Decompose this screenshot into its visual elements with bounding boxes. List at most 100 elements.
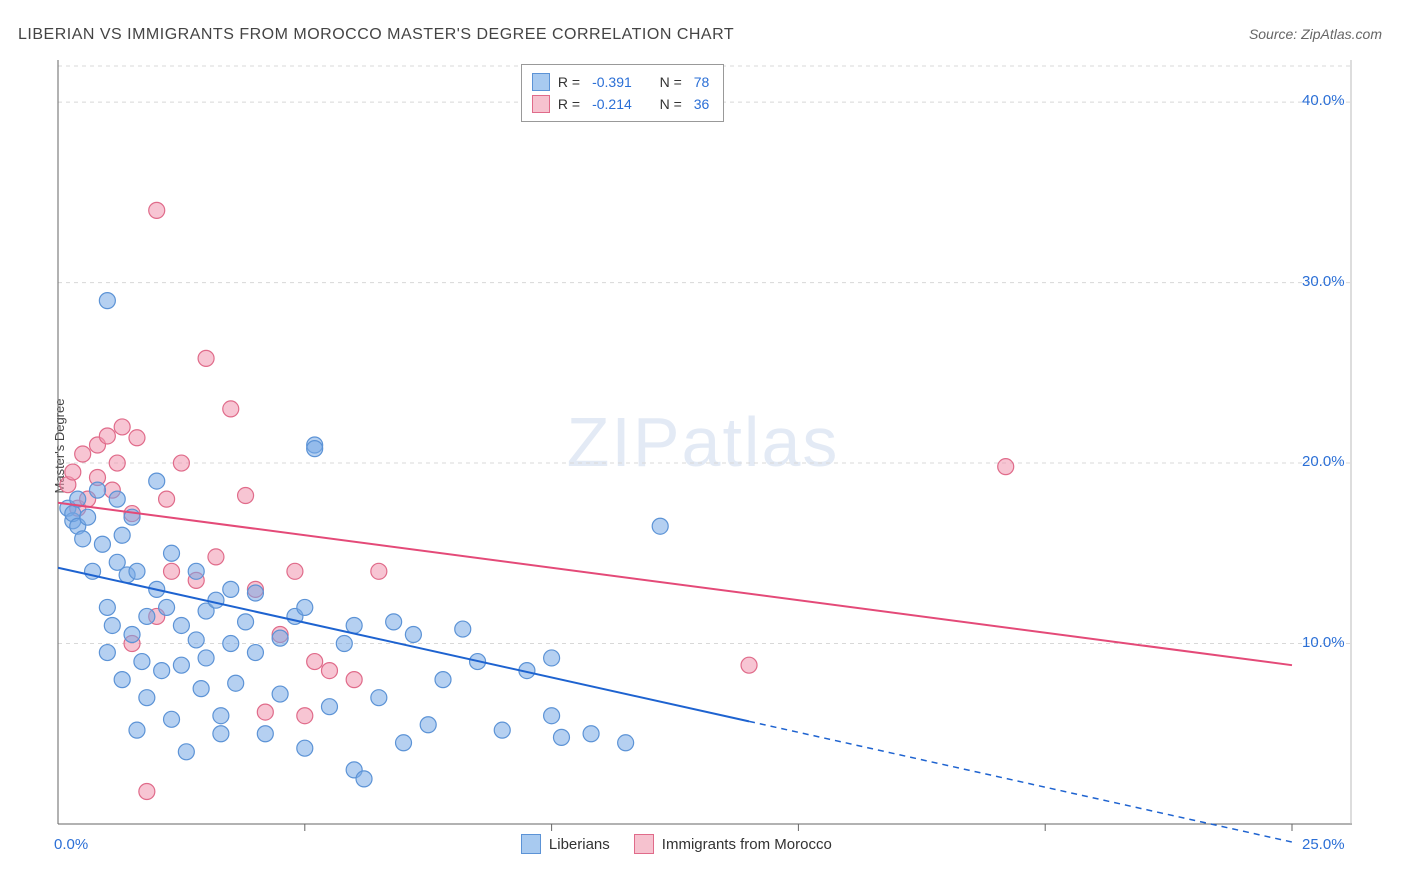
liberians-point [188, 563, 204, 579]
liberians-point [139, 608, 155, 624]
liberians-point [297, 740, 313, 756]
morocco-point [149, 202, 165, 218]
legend-series-label: Immigrants from Morocco [662, 836, 832, 853]
liberians-regression-solid [58, 568, 749, 722]
liberians-point [139, 690, 155, 706]
morocco-point [164, 563, 180, 579]
morocco-point [198, 350, 214, 366]
liberians-point [99, 645, 115, 661]
legend-swatch [532, 73, 550, 91]
morocco-point [297, 708, 313, 724]
liberians-point [386, 614, 402, 630]
liberians-point [272, 630, 288, 646]
liberians-point [247, 585, 263, 601]
liberians-point [307, 441, 323, 457]
liberians-point [336, 636, 352, 652]
y-tick-label: 10.0% [1302, 634, 1345, 651]
morocco-point [139, 784, 155, 800]
liberians-point [272, 686, 288, 702]
liberians-point [114, 672, 130, 688]
x-origin-label: 0.0% [54, 836, 88, 853]
liberians-point [178, 744, 194, 760]
liberians-point [420, 717, 436, 733]
liberians-point [99, 599, 115, 615]
legend-swatch [634, 834, 654, 854]
legend-series-label: Liberians [549, 836, 610, 853]
liberians-point [228, 675, 244, 691]
liberians-point [89, 482, 105, 498]
liberians-point [618, 735, 634, 751]
liberians-point [164, 545, 180, 561]
y-tick-label: 30.0% [1302, 273, 1345, 290]
morocco-point [346, 672, 362, 688]
liberians-point [173, 657, 189, 673]
legend-correlation-row: R =-0.391 N =78 [532, 71, 713, 93]
morocco-point [75, 446, 91, 462]
legend-correlation-row: R =-0.214 N =36 [532, 93, 713, 115]
liberians-point [134, 654, 150, 670]
liberians-point [321, 699, 337, 715]
liberians-point [173, 617, 189, 633]
morocco-point [287, 563, 303, 579]
legend-swatch [532, 95, 550, 113]
morocco-point [998, 459, 1014, 475]
morocco-point [223, 401, 239, 417]
morocco-point [129, 430, 145, 446]
morocco-point [371, 563, 387, 579]
legend-swatch [521, 834, 541, 854]
x-end-label: 25.0% [1302, 836, 1345, 853]
morocco-point [114, 419, 130, 435]
morocco-point [321, 663, 337, 679]
morocco-point [741, 657, 757, 673]
liberians-point [109, 491, 125, 507]
liberians-point [154, 663, 170, 679]
liberians-point [583, 726, 599, 742]
liberians-point [238, 614, 254, 630]
morocco-point [307, 654, 323, 670]
liberians-point [164, 711, 180, 727]
liberians-point [553, 729, 569, 745]
morocco-regression [58, 503, 1292, 665]
morocco-point [238, 488, 254, 504]
series-legend: Liberians Immigrants from Morocco [521, 834, 832, 854]
liberians-point [104, 617, 120, 633]
liberians-point [124, 627, 140, 643]
liberians-point [159, 599, 175, 615]
liberians-point [213, 708, 229, 724]
morocco-point [208, 549, 224, 565]
liberians-point [213, 726, 229, 742]
liberians-point [297, 599, 313, 615]
chart-title: LIBERIAN VS IMMIGRANTS FROM MOROCCO MAST… [18, 26, 734, 44]
legend-series-item: Immigrants from Morocco [634, 834, 832, 854]
morocco-point [65, 464, 81, 480]
y-tick-label: 20.0% [1302, 453, 1345, 470]
liberians-point [455, 621, 471, 637]
liberians-point [494, 722, 510, 738]
liberians-point [129, 722, 145, 738]
liberians-point [99, 293, 115, 309]
liberians-point [114, 527, 130, 543]
liberians-point [356, 771, 372, 787]
liberians-point [544, 650, 560, 666]
correlation-legend: R =-0.391 N =78R =-0.214 N =36 [521, 64, 724, 122]
liberians-point [544, 708, 560, 724]
liberians-point [371, 690, 387, 706]
liberians-point [223, 636, 239, 652]
liberians-point [129, 563, 145, 579]
liberians-point [396, 735, 412, 751]
source-attribution: Source: ZipAtlas.com [1249, 26, 1382, 42]
liberians-point [652, 518, 668, 534]
liberians-point [198, 650, 214, 666]
liberians-point [247, 645, 263, 661]
liberians-point [80, 509, 96, 525]
liberians-point [75, 531, 91, 547]
legend-series-item: Liberians [521, 834, 610, 854]
liberians-point [149, 473, 165, 489]
liberians-point [188, 632, 204, 648]
liberians-point [257, 726, 273, 742]
morocco-point [173, 455, 189, 471]
liberians-point [435, 672, 451, 688]
morocco-point [109, 455, 125, 471]
y-tick-label: 40.0% [1302, 92, 1345, 109]
liberians-point [223, 581, 239, 597]
